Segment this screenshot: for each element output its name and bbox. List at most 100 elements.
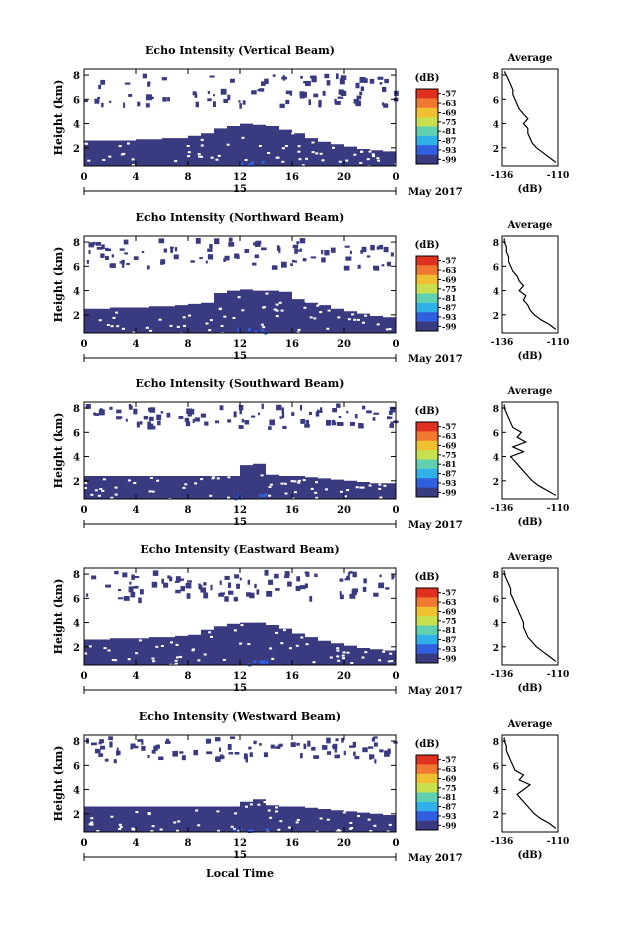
upper-echo (290, 742, 296, 747)
echo-layer (84, 463, 396, 499)
echo-gap (296, 819, 300, 821)
upper-echo (332, 743, 338, 750)
echo-gap (280, 642, 284, 645)
profile-x-tick-label: -110 (547, 504, 570, 514)
upper-echo (199, 257, 203, 260)
echo-gap (241, 136, 245, 139)
upper-echo (334, 748, 337, 753)
profile-y-tick-label: 2 (493, 145, 499, 155)
upper-echo (274, 573, 279, 579)
y-axis-label: Height (km) (52, 80, 65, 156)
y-tick-label: 6 (73, 594, 80, 605)
colorbar-tick-label: -87 (442, 635, 456, 645)
upper-echo (118, 589, 122, 592)
echo-gap (376, 323, 380, 326)
echo-gap (208, 329, 212, 332)
echo-layer (84, 799, 396, 832)
upper-echo (237, 255, 240, 259)
echo-gap (319, 311, 323, 314)
upper-echo (291, 259, 295, 263)
colorbar-unit: (dB) (415, 572, 440, 583)
y-tick-label: 4 (73, 120, 80, 131)
upper-echo (334, 754, 340, 759)
upper-echo (247, 579, 251, 585)
colorbar-swatch (416, 154, 438, 165)
upper-echo (128, 94, 133, 97)
echo-gap (278, 301, 282, 304)
colorbar-swatch (416, 755, 438, 765)
echo-gap (315, 481, 318, 484)
upper-echo (369, 78, 375, 84)
colorbar-tick-label: -63 (442, 98, 457, 108)
upper-echo (105, 255, 109, 261)
echo-gap (297, 150, 301, 153)
upper-echo (195, 238, 201, 244)
upper-echo (91, 575, 97, 580)
echo-gap (217, 154, 221, 157)
upper-echo (285, 99, 290, 105)
echo-gap (150, 830, 154, 833)
upper-echo (383, 103, 389, 108)
echo-gap (305, 643, 309, 646)
panel-title: Echo Intensity (Eastward Beam) (140, 543, 339, 556)
upper-echo (91, 742, 97, 746)
echo-gap (200, 478, 204, 481)
upper-echo (318, 103, 322, 108)
upper-echo (218, 747, 221, 752)
echo-gap (326, 818, 330, 821)
upper-echo (345, 256, 352, 261)
upper-echo (178, 416, 184, 419)
upper-echo (133, 408, 138, 415)
profile-line (503, 71, 557, 163)
upper-echo (227, 582, 232, 588)
profile-x-tick-label: -110 (547, 837, 570, 847)
echo-gap (336, 649, 340, 652)
upper-echo (125, 418, 128, 422)
y-tick-label: 2 (73, 477, 80, 488)
upper-echo (315, 411, 320, 417)
x-tick-label: 20 (337, 838, 351, 849)
colorbar-tick-label: -87 (442, 303, 456, 313)
upper-echo (234, 596, 238, 602)
colorbar-swatch (416, 256, 438, 266)
upper-echo (337, 96, 344, 99)
upper-echo (349, 745, 356, 748)
echo-gap (84, 487, 87, 489)
date-label: 15 (233, 351, 247, 362)
strong-echo (260, 328, 264, 332)
upper-echo (304, 424, 310, 428)
upper-echo (242, 100, 246, 105)
upper-echo (123, 102, 126, 108)
upper-echo (186, 593, 191, 599)
upper-echo (364, 78, 368, 83)
echo-gap (197, 824, 201, 827)
upper-echo (382, 86, 387, 93)
colorbar-swatch (416, 293, 438, 304)
echo-gap (280, 482, 284, 485)
upper-echo (354, 414, 358, 419)
upper-echo (167, 97, 170, 102)
echo-gap (378, 659, 382, 662)
echo-gap (373, 824, 377, 827)
echo-gap (279, 820, 283, 823)
upper-echo (126, 262, 130, 266)
upper-echo (215, 420, 219, 424)
echo-gap (94, 489, 98, 492)
echo-gap (208, 631, 212, 634)
echo-gap (269, 647, 273, 650)
echo-gap (90, 817, 94, 820)
strong-echo (240, 162, 244, 166)
upper-echo (376, 246, 380, 250)
colorbar-tick-label: -81 (442, 293, 456, 303)
upper-echo (156, 414, 162, 421)
upper-echo (271, 265, 278, 270)
echo-gap (309, 316, 313, 319)
colorbar-swatch (416, 135, 438, 146)
echo-gap (222, 658, 226, 661)
colorbar-swatch (416, 597, 438, 608)
x-tick-label: 0 (393, 838, 400, 849)
strong-echo (251, 161, 254, 165)
echo-gap (336, 655, 340, 658)
upper-echo (238, 100, 241, 103)
